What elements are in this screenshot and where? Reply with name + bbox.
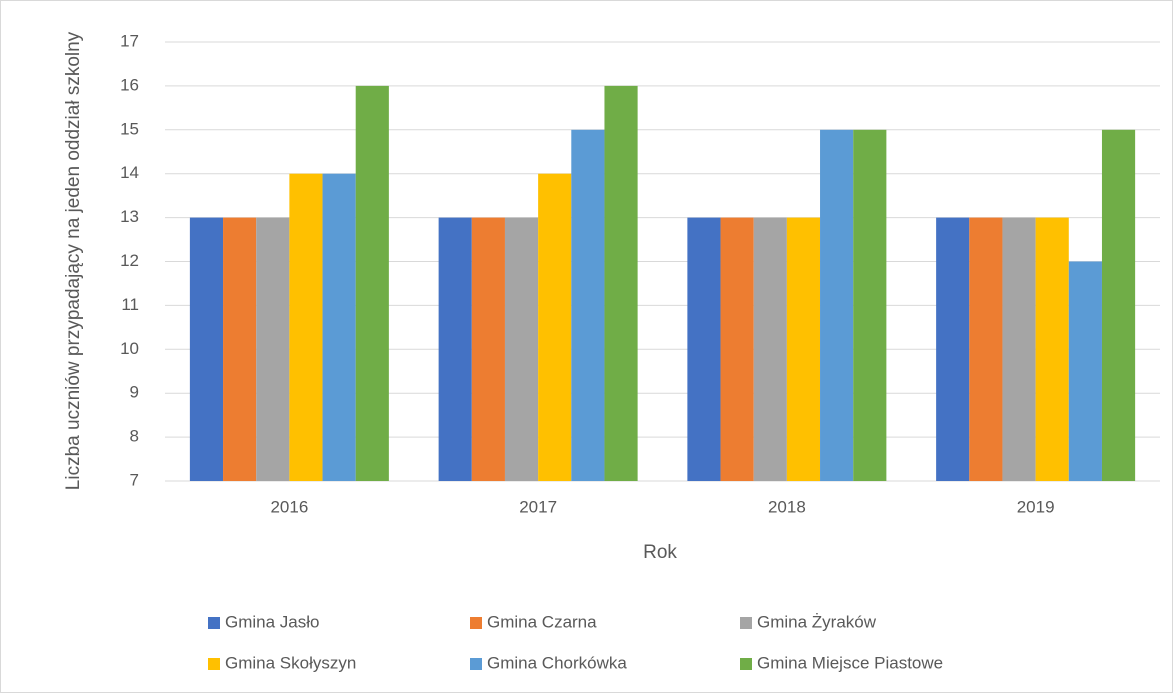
legend-label: Gmina Żyraków [757, 612, 877, 631]
x-axis-title: Rok [643, 542, 677, 563]
legend-label: Gmina Jasło [225, 612, 319, 631]
bar [853, 129, 887, 482]
legend-label: Gmina Skołyszyn [225, 653, 356, 672]
bar [471, 217, 505, 481]
bar [438, 217, 472, 481]
y-tick-label: 14 [120, 163, 139, 182]
y-tick-label: 16 [120, 75, 139, 94]
y-tick-label: 13 [120, 207, 139, 226]
y-tick-label: 15 [120, 119, 139, 138]
legend-swatch [208, 617, 220, 629]
y-tick-label: 17 [120, 31, 139, 50]
x-tick-label: 2018 [768, 497, 806, 516]
y-tick-label: 8 [130, 427, 139, 446]
bar [504, 217, 539, 481]
bar [538, 173, 572, 481]
legend-swatch [470, 617, 482, 629]
bar [604, 85, 638, 482]
bar [1068, 261, 1102, 481]
bar [355, 85, 389, 482]
legend-label: Gmina Miejsce Piastowe [757, 653, 943, 672]
y-tick-label: 12 [120, 251, 139, 270]
legend-label: Gmina Chorkówka [487, 653, 627, 672]
bar [189, 217, 224, 481]
bar [223, 217, 257, 481]
y-tick-label: 9 [130, 383, 139, 402]
bar [936, 217, 970, 481]
bar [1002, 217, 1036, 481]
legend-swatch [208, 658, 220, 670]
bar [969, 217, 1003, 481]
bar [1101, 129, 1136, 482]
bar [786, 217, 821, 481]
bar [322, 173, 356, 481]
x-tick-label: 2016 [270, 497, 308, 516]
bar [256, 217, 290, 481]
legend-swatch [740, 658, 752, 670]
bar [289, 173, 323, 481]
y-tick-label: 7 [130, 470, 139, 489]
y-tick-label: 10 [120, 339, 139, 358]
bar [1035, 217, 1069, 481]
legend-swatch [740, 617, 752, 629]
bar [687, 217, 721, 481]
x-tick-label: 2017 [519, 497, 557, 516]
y-axis-title: Liczba uczniów przypadający na jeden odd… [63, 31, 84, 491]
y-tick-label: 11 [121, 295, 139, 314]
bar [720, 217, 754, 481]
bar [753, 217, 787, 481]
bar [820, 129, 854, 482]
x-tick-label: 2019 [1017, 497, 1055, 516]
bar [571, 129, 605, 482]
legend-label: Gmina Czarna [487, 612, 597, 631]
legend-swatch [470, 658, 482, 670]
